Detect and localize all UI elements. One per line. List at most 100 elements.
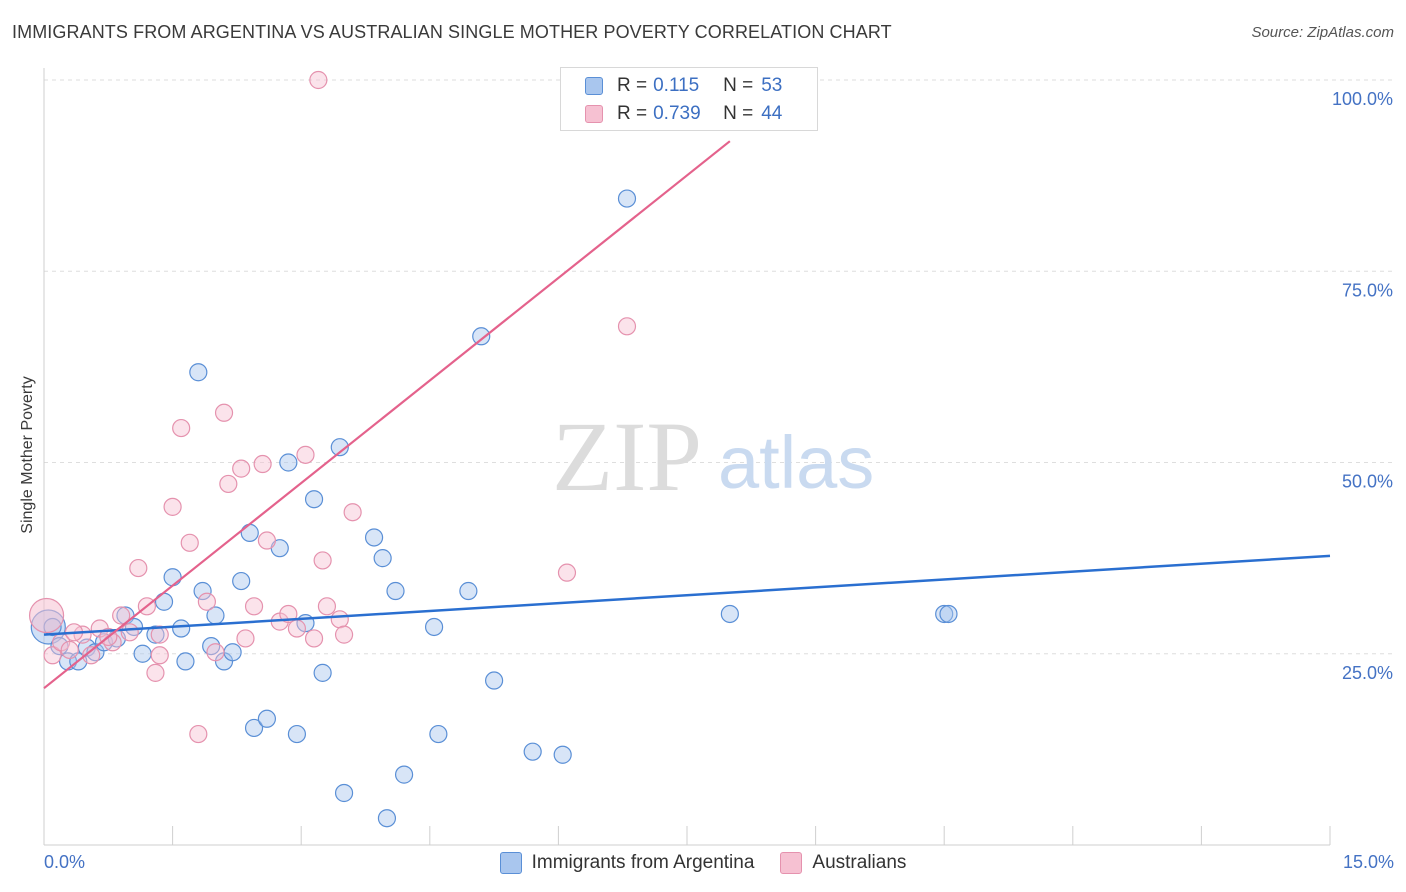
argentina-point	[154, 592, 174, 611]
australians-point	[287, 619, 307, 638]
legend-n-label: N =	[723, 103, 754, 124]
australians-point	[317, 597, 337, 616]
legend-n-value: 53	[761, 75, 783, 96]
legend-swatch-pink	[780, 852, 803, 874]
legend-item-australians[interactable]: Australians	[780, 852, 906, 874]
argentina-point	[244, 718, 264, 738]
legend-swatch-blue	[499, 852, 522, 874]
legend-r-value: 0.739	[653, 103, 701, 124]
argentina-point	[472, 327, 491, 346]
y-tick-label: 100.0%	[1332, 89, 1393, 109]
argentina-point	[523, 742, 542, 761]
trendlines	[43, 140, 1331, 690]
series-legend: Immigrants from Argentina Australians	[0, 852, 1406, 874]
argentina-point	[304, 490, 324, 509]
argentina-point	[424, 617, 444, 637]
australians-point	[206, 643, 225, 662]
argentina-point	[364, 528, 384, 547]
argentina-point	[373, 549, 392, 568]
australians-point	[163, 497, 182, 516]
legend-n-value: 44	[761, 103, 783, 124]
australians-point	[304, 629, 324, 648]
australians-point	[82, 646, 101, 665]
legend-swatch-blue	[585, 77, 603, 95]
y-tick-label: 50.0%	[1342, 472, 1393, 492]
x-tick-max: 15.0%	[1342, 852, 1394, 872]
argentina-point	[189, 363, 208, 382]
legend-row-argentina: R = 0.115 N = 53	[585, 72, 782, 100]
argentina-point	[553, 745, 572, 764]
australians-point	[120, 623, 139, 642]
australians-point	[313, 551, 332, 570]
australians-point	[150, 646, 169, 665]
argentina-point	[257, 709, 277, 728]
australians-point	[343, 503, 362, 522]
australians-point	[334, 625, 354, 644]
legend-n-label: N =	[723, 75, 754, 96]
argentina-point	[193, 581, 212, 601]
australians-point	[309, 70, 328, 90]
australians-trendline	[43, 140, 731, 690]
watermark: ZIP atlas	[552, 401, 874, 512]
legend-row-australians: R = 0.739 N = 44	[585, 100, 782, 128]
series-australians-points	[28, 70, 637, 744]
australians-point	[219, 474, 238, 494]
gridlines	[44, 79, 1392, 655]
australians-point	[60, 640, 79, 660]
argentina-point	[394, 765, 414, 784]
correlation-legend: R = 0.115 N = 53 R = 0.739 N = 44	[560, 67, 818, 131]
argentina-point	[287, 724, 307, 744]
australians-point	[236, 629, 255, 648]
y-tick-label: 25.0%	[1342, 663, 1393, 683]
argentina-point	[429, 724, 448, 744]
chart-title: IMMIGRANTS FROM ARGENTINA VS AUSTRALIAN …	[12, 22, 892, 42]
argentina-point	[223, 643, 242, 662]
australians-point	[253, 454, 272, 474]
australians-point	[214, 403, 234, 422]
argentina-point	[330, 438, 349, 457]
legend-label-australians: Australians	[812, 852, 907, 873]
australians-point	[112, 606, 131, 625]
australians-point	[617, 317, 637, 336]
australians-point	[197, 592, 216, 611]
australians-point	[557, 563, 577, 582]
y-tick-labels: 25.0% 50.0% 75.0% 100.0%	[1332, 89, 1393, 683]
argentina-point	[240, 523, 259, 542]
argentina-point	[279, 453, 298, 472]
source-label: Source: ZipAtlas.com	[1251, 24, 1394, 41]
argentina-point	[386, 581, 405, 601]
argentina-point	[146, 625, 165, 644]
argentina-point	[720, 604, 739, 624]
argentina-trendline	[43, 554, 1331, 636]
watermark-atlas: atlas	[718, 421, 874, 504]
australians-point	[257, 531, 277, 550]
australians-point	[330, 610, 349, 629]
legend-item-argentina[interactable]: Immigrants from Argentina	[499, 852, 755, 874]
australians-point	[172, 418, 191, 438]
legend-swatch-pink	[585, 105, 603, 123]
watermark-zip: ZIP	[552, 401, 702, 512]
australians-point	[180, 533, 199, 552]
x-tick-min: 0.0%	[44, 852, 86, 872]
australians-point	[28, 597, 65, 634]
argentina-point	[172, 619, 191, 638]
argentina-point	[176, 652, 195, 671]
y-tick-label: 75.0%	[1342, 280, 1393, 300]
argentina-point	[485, 671, 504, 690]
australians-point	[189, 724, 208, 744]
argentina-point	[313, 663, 332, 682]
argentina-point	[939, 604, 958, 624]
legend-r-value: 0.115	[653, 75, 700, 96]
axes	[43, 68, 1331, 846]
argentina-point	[617, 189, 637, 208]
legend-r-label: R =	[617, 75, 648, 96]
legend-label-argentina: Immigrants from Argentina	[531, 852, 755, 873]
australians-point	[150, 625, 169, 644]
australians-point	[296, 445, 315, 464]
argentina-point	[163, 568, 182, 587]
argentina-point	[459, 581, 478, 601]
australians-point	[146, 663, 165, 682]
argentina-point	[334, 783, 354, 803]
australians-point	[232, 459, 251, 478]
